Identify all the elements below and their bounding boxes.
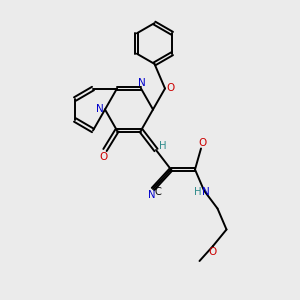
Text: O: O	[166, 83, 175, 93]
Text: O: O	[198, 137, 207, 148]
Text: N: N	[96, 104, 104, 114]
Text: O: O	[99, 152, 108, 162]
Text: N: N	[138, 78, 146, 88]
Text: H: H	[194, 187, 201, 197]
Text: C: C	[155, 187, 161, 197]
Text: N: N	[148, 190, 155, 200]
Text: N: N	[202, 187, 209, 197]
Text: H: H	[159, 141, 166, 152]
Text: O: O	[208, 247, 216, 257]
